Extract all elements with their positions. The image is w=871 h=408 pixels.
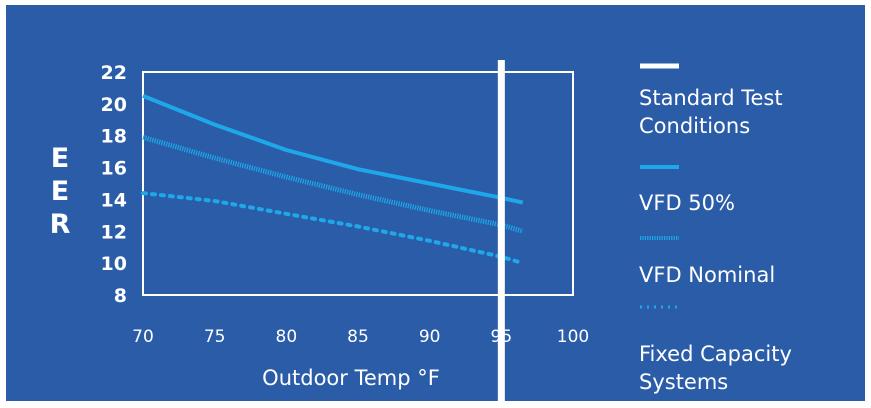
series-layer: [141, 94, 525, 266]
legend-label-1: Standard Test Conditions: [639, 86, 783, 138]
legend: Standard Test Conditions VFD 50% VFD Nomina…: [639, 63, 792, 394]
y-axis-label-letter: E: [51, 143, 69, 174]
legend-label-3: VFD Nominal: [639, 263, 775, 287]
y-tick-label: 14: [101, 189, 127, 211]
x-tick-label: 85: [347, 327, 369, 347]
x-tick-label: 90: [419, 327, 441, 347]
x-tick-label: 100: [557, 327, 589, 347]
y-tick-label: 18: [101, 126, 127, 148]
x-tick-label: 95: [491, 327, 513, 347]
y-axis-ticks: 8 10 12 14 16 18 20 22: [101, 62, 127, 307]
y-tick-label: 8: [114, 285, 127, 307]
y-tick-label: 20: [101, 94, 127, 116]
y-tick-label: 12: [101, 221, 127, 243]
series-line-1: [142, 94, 524, 205]
legend-label-2: VFD 50%: [639, 191, 735, 215]
y-axis-label-letter: E: [51, 176, 69, 207]
y-tick-label: 10: [101, 253, 127, 275]
plot-frame: [142, 71, 574, 296]
y-axis-label-letter: R: [50, 209, 71, 240]
y-tick-label: 16: [101, 158, 127, 180]
x-axis-label: Outdoor Temp °F: [262, 366, 440, 390]
legend-label-4: Fixed Capacity Systems: [639, 342, 792, 394]
series-line-2: [142, 134, 524, 234]
series-line-3: [141, 191, 525, 266]
x-axis-ticks: 70 75 80 85 90 95 100: [132, 327, 589, 347]
x-tick-label: 75: [204, 327, 226, 347]
x-tick-label: 80: [276, 327, 298, 347]
x-tick-label: 70: [132, 327, 154, 347]
y-tick-label: 22: [101, 62, 127, 84]
